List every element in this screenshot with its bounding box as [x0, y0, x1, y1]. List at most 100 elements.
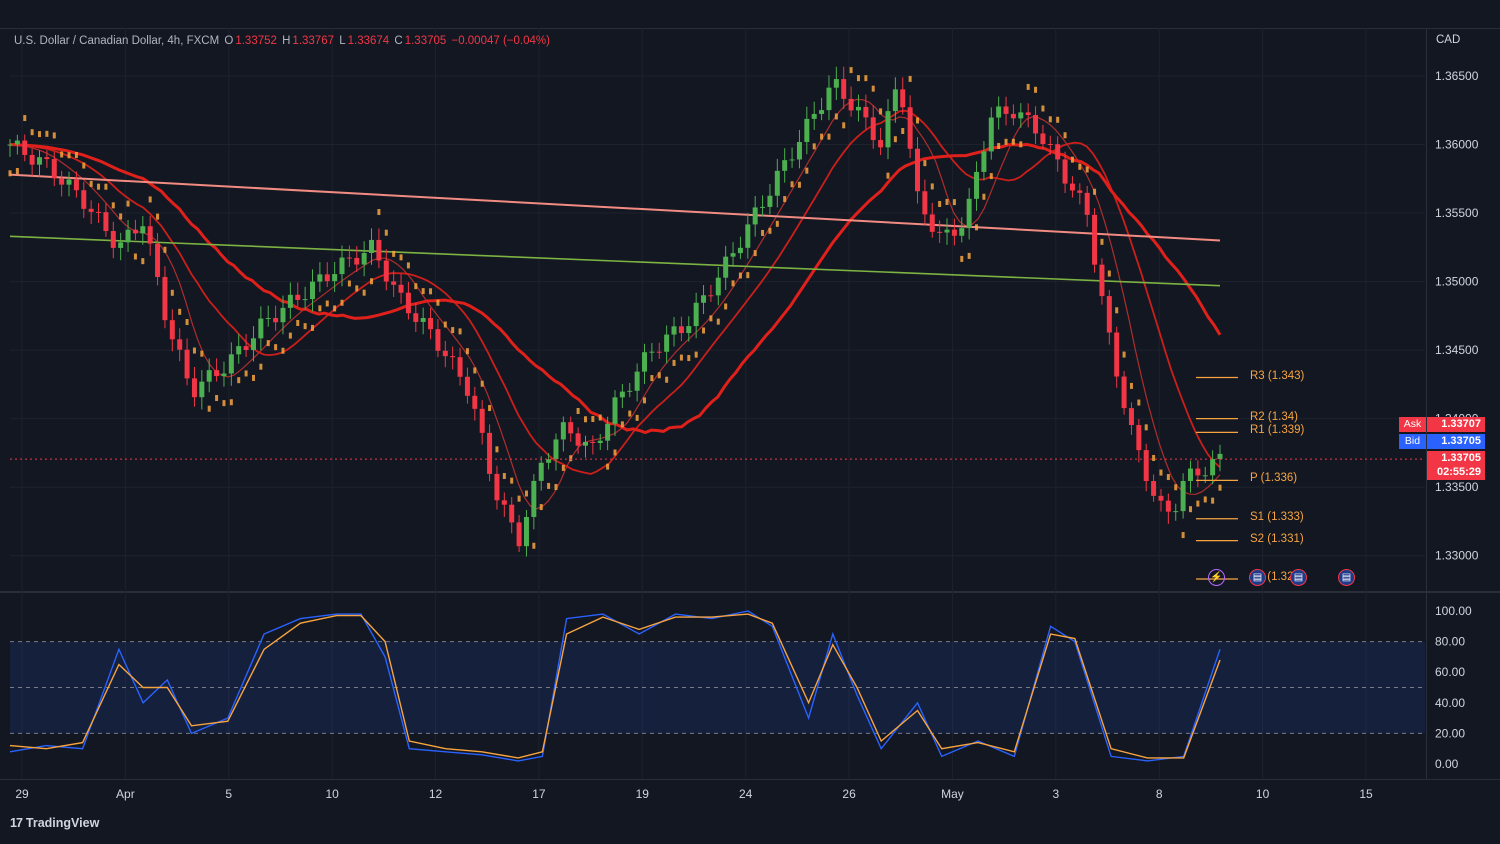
candle-body [605, 423, 611, 441]
candle-body [501, 500, 507, 505]
psar-dot [156, 213, 160, 220]
candle-body [494, 473, 500, 501]
candle-body [634, 371, 640, 391]
candle-body [7, 144, 13, 146]
candle-body [398, 284, 404, 293]
candle-body [1180, 481, 1186, 512]
psar-dot [916, 117, 919, 124]
candle-body [686, 326, 692, 334]
lightning-icon[interactable]: ⚡ [1208, 569, 1225, 586]
psar-dot [1166, 474, 1170, 481]
psar-dot [768, 227, 772, 234]
us-flag-icon[interactable]: ▤ [1249, 569, 1266, 586]
candle-body [103, 212, 109, 232]
candle-body [1099, 264, 1105, 297]
bid-price-tag: 1.33705 [1427, 434, 1485, 449]
psar-dot [74, 152, 78, 159]
psar-dot [1211, 497, 1215, 504]
psar-dot [657, 372, 661, 379]
psar-dot [606, 463, 610, 470]
candle-body [582, 441, 588, 446]
stoch-d-line [9, 613, 1221, 759]
candle-body [863, 106, 869, 118]
candle-body [354, 257, 360, 265]
candle-body [752, 207, 758, 225]
price-tick-label: 1.36000 [1435, 138, 1479, 152]
time-tick-label: 3 [1053, 787, 1060, 801]
candle-body [996, 106, 1002, 118]
stoch-tick-label: 0.00 [1435, 757, 1459, 771]
psar-dot [997, 142, 1001, 149]
psar-dot [244, 370, 248, 377]
psar-dot [1174, 484, 1178, 491]
candle-body [413, 313, 419, 322]
psar-dot [938, 200, 942, 207]
candle-body [184, 349, 190, 379]
psar-dot [547, 482, 551, 489]
psar-dot [1085, 166, 1089, 173]
psar-dot [185, 319, 189, 326]
time-tick-label: 5 [225, 787, 232, 801]
psar-dot [82, 162, 86, 169]
candle-body [708, 295, 714, 297]
psar-dot [200, 350, 204, 357]
candle-body [915, 148, 920, 192]
candle-body [671, 326, 677, 335]
psar-dot [1137, 399, 1141, 406]
price-tick-label: 1.35500 [1435, 206, 1479, 220]
candle-body [1025, 112, 1031, 116]
candle-body [1151, 481, 1157, 496]
candle-body [118, 242, 124, 248]
candle-body [1202, 475, 1208, 477]
ema-slow-line [9, 142, 1222, 435]
candle-body [878, 140, 884, 148]
tradingview-logo[interactable]: 17 TradingView [10, 816, 99, 830]
high-value: 1.33767 [292, 35, 334, 47]
change-value: −0.00047 (−0.04%) [451, 35, 550, 47]
psar-dot [480, 380, 484, 387]
chart-axes: 1.365001.360001.355001.350001.345001.340… [15, 69, 1478, 801]
psar-dot [421, 288, 425, 295]
psar-dot [1019, 141, 1023, 148]
time-tick-label: 10 [325, 787, 339, 801]
psar-dot [1107, 270, 1111, 277]
psar-dot [842, 122, 846, 129]
us-flag-icon[interactable]: ▤ [1290, 569, 1307, 586]
stoch-tick-label: 100.00 [1435, 604, 1472, 618]
psar-dot [886, 172, 890, 179]
psar-dot [761, 229, 765, 236]
psar-dot [465, 348, 469, 355]
pivot-label: R3 (1.343) [1250, 369, 1305, 382]
candle-body [1069, 183, 1075, 191]
psar-dot [975, 224, 979, 231]
psar-dot [325, 300, 329, 307]
psar-dot [650, 375, 654, 382]
psar-dot [620, 421, 624, 428]
candle-body [346, 257, 352, 259]
candle-body [280, 307, 286, 323]
candle-body [1062, 159, 1068, 184]
candle-body [464, 376, 470, 396]
psar-dot [554, 483, 558, 490]
candle-body [265, 318, 271, 320]
candle-body [155, 243, 161, 277]
bid-label: Bid [1399, 434, 1426, 449]
psar-dot [281, 347, 285, 354]
time-tick-label: 15 [1359, 787, 1373, 801]
candle-body [1018, 112, 1024, 119]
candle-body [1158, 495, 1164, 501]
psar-dot [38, 131, 42, 138]
psar-dot [1056, 116, 1060, 123]
psar-dot [724, 303, 728, 310]
candle-body [22, 140, 28, 155]
us-flag-icon[interactable]: ▤ [1338, 569, 1355, 586]
psar-dot [377, 209, 381, 216]
psar-dot [783, 196, 787, 203]
psar-dot [1048, 116, 1052, 123]
time-tick-label: 10 [1256, 787, 1270, 801]
psar-dot [923, 160, 927, 167]
time-tick-label: 26 [842, 787, 856, 801]
psar-dot [15, 168, 19, 175]
time-axis-border [0, 779, 1500, 780]
